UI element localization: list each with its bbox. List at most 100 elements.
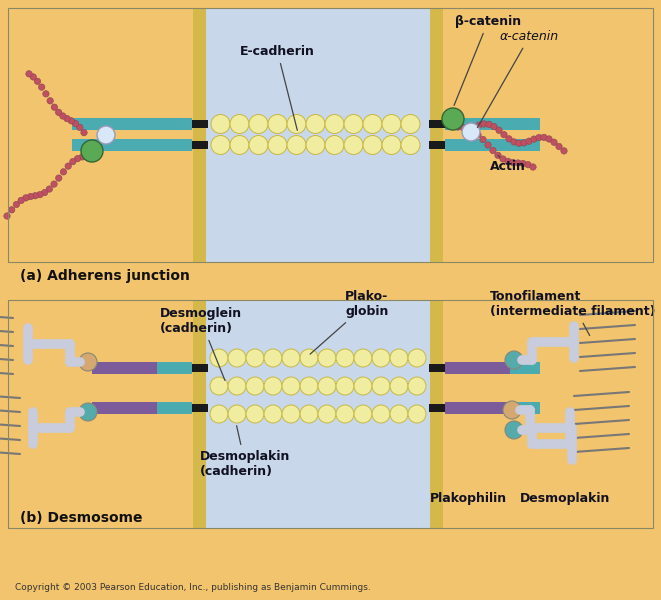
Bar <box>92 362 157 374</box>
Circle shape <box>79 154 85 160</box>
Bar <box>8 8 653 262</box>
Circle shape <box>18 197 24 203</box>
Circle shape <box>408 377 426 395</box>
Circle shape <box>442 108 464 130</box>
Circle shape <box>13 201 20 208</box>
Circle shape <box>546 136 552 142</box>
Circle shape <box>77 124 83 131</box>
Circle shape <box>69 158 76 165</box>
Circle shape <box>84 153 90 159</box>
Bar <box>445 362 540 374</box>
Circle shape <box>268 115 287 133</box>
Text: Desmoplakin
(cadherin): Desmoplakin (cadherin) <box>200 426 290 478</box>
Circle shape <box>246 405 264 423</box>
Circle shape <box>372 377 390 395</box>
Circle shape <box>372 349 390 367</box>
Bar <box>92 362 192 374</box>
Circle shape <box>515 160 522 166</box>
Circle shape <box>210 405 228 423</box>
Circle shape <box>306 115 325 133</box>
Circle shape <box>506 136 512 142</box>
Bar <box>72 139 192 151</box>
Circle shape <box>531 136 537 142</box>
Circle shape <box>300 405 318 423</box>
Circle shape <box>47 98 54 104</box>
Circle shape <box>318 349 336 367</box>
Circle shape <box>246 349 264 367</box>
Circle shape <box>51 104 58 110</box>
Circle shape <box>510 159 516 166</box>
Circle shape <box>325 136 344 154</box>
Circle shape <box>382 136 401 154</box>
Circle shape <box>42 190 48 196</box>
Circle shape <box>4 213 10 219</box>
Circle shape <box>520 160 526 167</box>
Circle shape <box>516 140 522 146</box>
Circle shape <box>501 131 507 138</box>
Bar <box>430 300 443 528</box>
Circle shape <box>401 115 420 133</box>
Circle shape <box>470 128 476 134</box>
Circle shape <box>556 143 563 149</box>
Bar <box>192 120 208 128</box>
Circle shape <box>503 401 521 419</box>
Circle shape <box>59 113 66 119</box>
Circle shape <box>43 91 49 97</box>
Bar <box>445 118 540 130</box>
Circle shape <box>37 191 43 198</box>
Circle shape <box>228 349 246 367</box>
Circle shape <box>495 152 501 158</box>
Circle shape <box>390 377 408 395</box>
Bar <box>193 8 206 262</box>
Circle shape <box>465 125 471 132</box>
Circle shape <box>282 349 300 367</box>
Circle shape <box>264 405 282 423</box>
Circle shape <box>486 121 492 128</box>
Circle shape <box>505 158 511 164</box>
Bar <box>445 139 540 151</box>
Circle shape <box>505 351 523 369</box>
Circle shape <box>72 121 79 127</box>
Circle shape <box>300 349 318 367</box>
Circle shape <box>264 349 282 367</box>
Circle shape <box>287 115 306 133</box>
Circle shape <box>26 71 32 77</box>
Circle shape <box>230 136 249 154</box>
Circle shape <box>525 138 532 145</box>
Circle shape <box>475 131 481 138</box>
Circle shape <box>68 118 75 124</box>
Circle shape <box>363 115 382 133</box>
Circle shape <box>500 156 506 162</box>
Circle shape <box>491 124 497 130</box>
Circle shape <box>354 349 372 367</box>
Circle shape <box>210 349 228 367</box>
Text: Actin: Actin <box>490 155 526 173</box>
Circle shape <box>480 136 486 143</box>
Circle shape <box>496 127 502 133</box>
Circle shape <box>511 139 517 145</box>
Circle shape <box>230 115 249 133</box>
Circle shape <box>344 115 363 133</box>
Circle shape <box>390 349 408 367</box>
Circle shape <box>79 353 97 371</box>
Circle shape <box>525 161 531 168</box>
Text: (a) Adherens junction: (a) Adherens junction <box>20 269 190 283</box>
Bar <box>429 364 445 372</box>
Circle shape <box>210 377 228 395</box>
Circle shape <box>455 124 461 130</box>
Circle shape <box>390 405 408 423</box>
Circle shape <box>81 140 103 162</box>
Bar <box>445 402 540 414</box>
Circle shape <box>268 136 287 154</box>
Text: Copyright © 2003 Pearson Education, Inc., publishing as Benjamin Cummings.: Copyright © 2003 Pearson Education, Inc.… <box>15 583 371 592</box>
Circle shape <box>490 147 496 154</box>
Circle shape <box>282 377 300 395</box>
Circle shape <box>38 84 45 90</box>
Circle shape <box>460 124 466 131</box>
Bar <box>8 300 653 528</box>
Circle shape <box>354 377 372 395</box>
Bar <box>429 404 445 412</box>
Circle shape <box>32 193 38 199</box>
Bar <box>92 402 157 414</box>
Bar <box>192 364 208 372</box>
